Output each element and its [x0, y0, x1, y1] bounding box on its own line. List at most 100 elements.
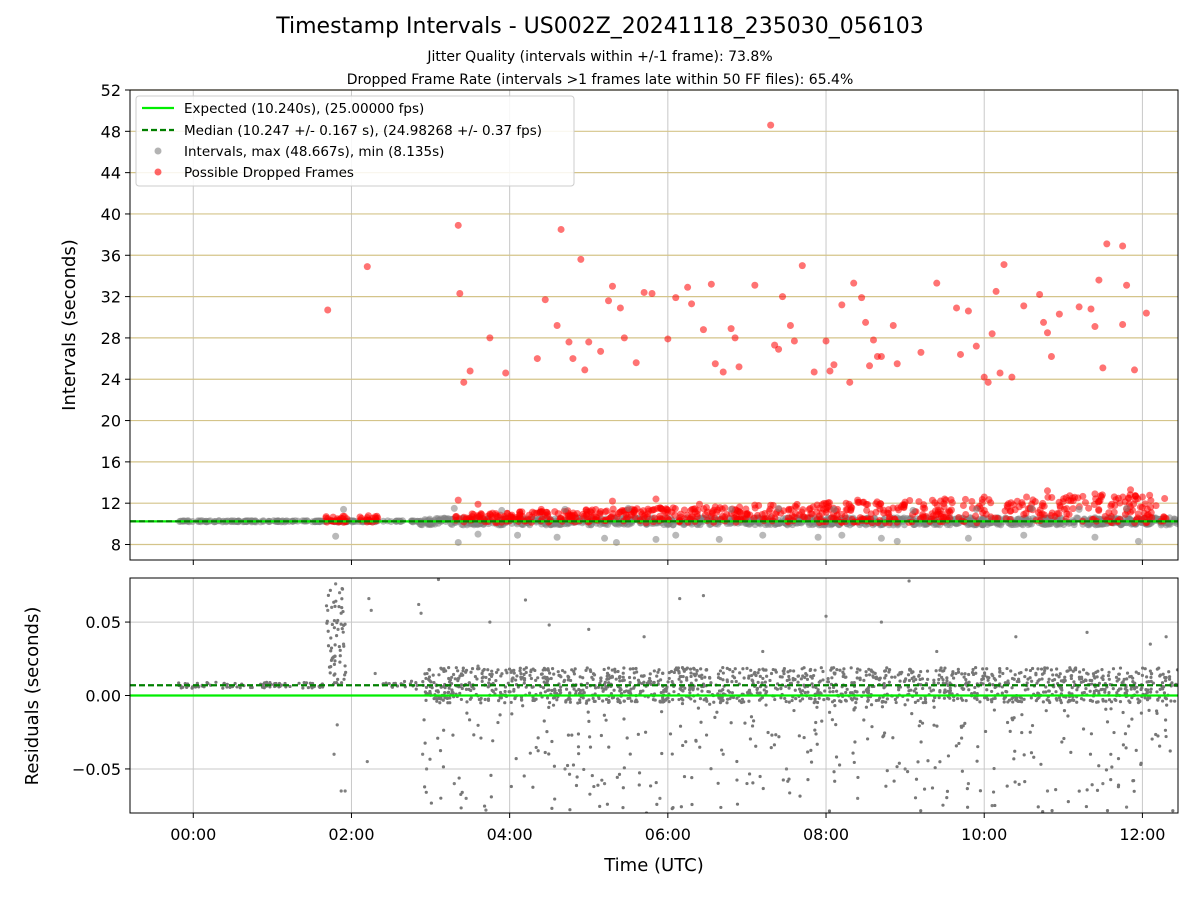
residual-point: [758, 774, 762, 779]
residual-point: [921, 686, 925, 691]
residual-point: [443, 685, 447, 690]
residual-point: [550, 806, 554, 810]
residual-point: [748, 737, 753, 741]
residual-point: [1125, 677, 1129, 681]
residual-point: [721, 752, 725, 756]
residual-point: [585, 666, 589, 670]
dropped-frame-point: [980, 493, 988, 501]
residual-point: [1134, 670, 1138, 674]
residual-point: [621, 806, 625, 810]
residual-point: [784, 699, 788, 704]
residual-point: [335, 723, 339, 727]
residual-point: [681, 743, 685, 748]
residual-point: [522, 667, 526, 671]
residual-point: [782, 666, 786, 671]
residual-point: [948, 686, 952, 690]
residual-point: [662, 689, 666, 694]
residual-point: [881, 735, 885, 739]
residual-point: [498, 690, 503, 695]
residual-point: [1145, 691, 1149, 695]
residual-point: [671, 698, 675, 702]
residual-point: [721, 678, 725, 682]
residual-point: [1019, 670, 1023, 675]
residual-point: [531, 785, 535, 789]
residual-point: [884, 700, 888, 704]
residual-point: [524, 670, 528, 675]
residual-point: [628, 680, 632, 685]
residual-point: [900, 670, 904, 674]
dropped-frame-point: [988, 330, 996, 338]
residual-point: [490, 688, 494, 692]
residual-point: [457, 776, 461, 780]
residual-point: [1164, 675, 1168, 680]
residual-point: [436, 578, 441, 582]
residual-point: [1125, 689, 1129, 693]
residual-point: [700, 689, 704, 693]
residual-point: [439, 685, 443, 689]
residual-point: [1135, 690, 1139, 694]
residual-point: [668, 732, 673, 736]
residual-point: [1160, 681, 1165, 685]
residual-point: [629, 699, 634, 703]
residual-point: [326, 608, 330, 612]
dropped-frame-point: [885, 509, 893, 517]
residual-point: [719, 689, 723, 693]
residual-point: [506, 681, 510, 685]
residual-point: [1111, 667, 1116, 671]
residual-point: [1060, 740, 1064, 744]
dropped-frame-point: [1087, 305, 1095, 313]
interval-point: [972, 505, 980, 513]
residual-point: [585, 685, 589, 689]
residual-point: [415, 683, 419, 687]
residual-point: [480, 671, 484, 676]
residual-point: [869, 669, 873, 673]
dropped-frame-point: [1008, 373, 1016, 381]
residual-point: [585, 681, 589, 686]
residual-point: [670, 752, 674, 756]
residual-point: [667, 671, 671, 675]
residual-point: [570, 668, 574, 672]
residual-point: [936, 681, 941, 685]
residual-point: [596, 783, 600, 787]
dropped-frame-point: [838, 301, 846, 309]
dropped-frame-point: [822, 337, 830, 345]
residual-point: [787, 700, 791, 704]
top-y-tick-label: 44: [101, 164, 121, 183]
residual-point: [1161, 672, 1165, 676]
residual-point: [1002, 697, 1006, 701]
residual-point: [428, 757, 432, 761]
interval-point: [454, 538, 462, 546]
residual-point: [790, 698, 794, 703]
legend-box: [135, 95, 575, 187]
dropped-frame-point: [799, 506, 807, 514]
residual-point: [1088, 752, 1093, 756]
residual-point: [956, 667, 960, 671]
residual-point: [918, 719, 922, 723]
residual-point: [1117, 687, 1122, 691]
residual-point: [484, 808, 488, 812]
residual-point: [1144, 688, 1148, 692]
residual-point: [878, 696, 882, 700]
residual-point: [827, 710, 832, 714]
residual-point: [324, 604, 329, 608]
residual-point: [602, 782, 607, 786]
residual-point: [262, 682, 266, 686]
residual-point: [617, 675, 622, 679]
residual-point: [708, 702, 712, 706]
residual-point: [758, 674, 762, 678]
residual-point: [783, 696, 787, 701]
residual-point: [467, 681, 471, 685]
dropped-frame-point: [616, 304, 624, 312]
residual-point: [591, 696, 595, 700]
residual-point: [542, 719, 546, 723]
residual-point: [417, 602, 421, 607]
residual-point: [513, 696, 517, 700]
residual-point: [682, 774, 687, 779]
residual-point: [715, 710, 719, 714]
residual-point: [712, 700, 716, 704]
residual-point: [445, 696, 449, 700]
residual-point: [521, 704, 525, 708]
residual-point: [414, 687, 418, 691]
residual-point: [228, 685, 232, 690]
residual-point: [584, 701, 589, 705]
